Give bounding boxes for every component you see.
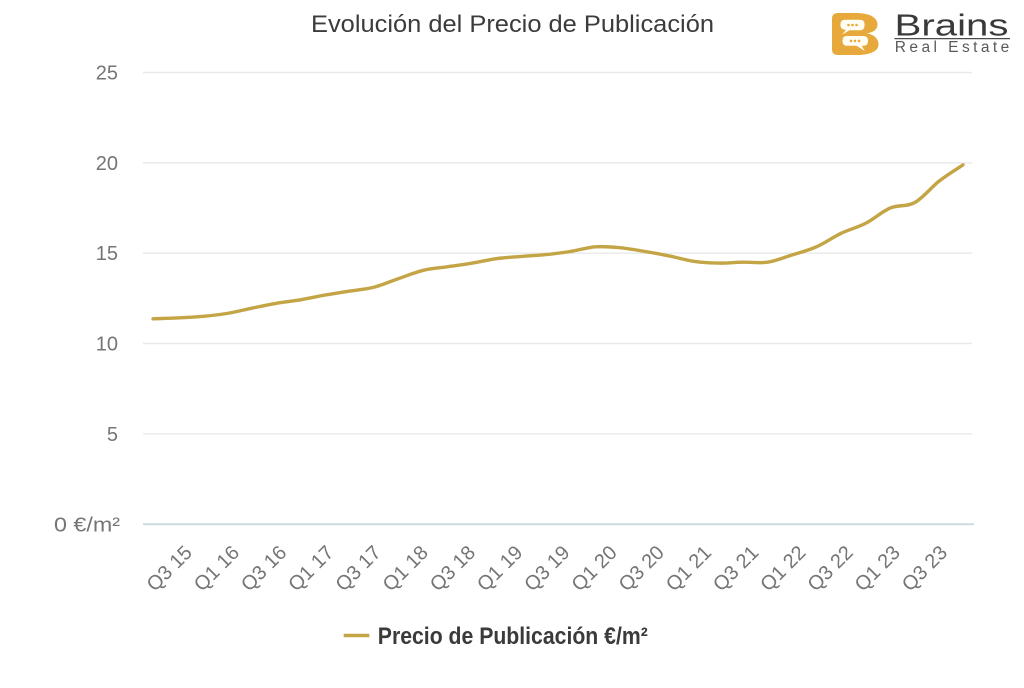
svg-text:Q3 19: Q3 19 <box>520 542 574 596</box>
svg-text:Q1 23: Q1 23 <box>851 542 905 596</box>
svg-text:Evolución del Precio de Public: Evolución del Precio de Publicación <box>311 11 714 38</box>
svg-text:10: 10 <box>96 334 118 356</box>
svg-text:Q1 22: Q1 22 <box>756 542 810 596</box>
svg-text:Real Estate: Real Estate <box>895 39 1010 56</box>
svg-text:Q3 18: Q3 18 <box>426 542 480 596</box>
svg-text:Q3 16: Q3 16 <box>237 542 291 596</box>
svg-text:Precio de Publicación €/m²: Precio de Publicación €/m² <box>378 623 648 650</box>
svg-text:Q1 19: Q1 19 <box>473 542 527 596</box>
svg-text:Q1 21: Q1 21 <box>662 542 716 596</box>
svg-text:Q3 17: Q3 17 <box>332 542 386 596</box>
svg-text:20: 20 <box>96 153 118 175</box>
svg-text:Q3 15: Q3 15 <box>143 542 197 596</box>
svg-text:0 €/m²: 0 €/m² <box>54 514 120 536</box>
svg-text:Brains: Brains <box>895 8 1009 43</box>
svg-text:Q1 16: Q1 16 <box>190 542 244 596</box>
svg-text:5: 5 <box>107 424 118 446</box>
svg-text:Q3 22: Q3 22 <box>804 542 858 596</box>
svg-text:Q1 18: Q1 18 <box>379 542 433 596</box>
svg-text:Q3 20: Q3 20 <box>615 542 669 596</box>
svg-text:Q1 20: Q1 20 <box>568 542 622 596</box>
svg-text:Q3 23: Q3 23 <box>898 542 952 596</box>
svg-text:Q3 21: Q3 21 <box>709 542 763 596</box>
svg-text:25: 25 <box>96 63 118 85</box>
svg-text:Q1 17: Q1 17 <box>284 542 338 596</box>
svg-text:15: 15 <box>96 243 118 265</box>
